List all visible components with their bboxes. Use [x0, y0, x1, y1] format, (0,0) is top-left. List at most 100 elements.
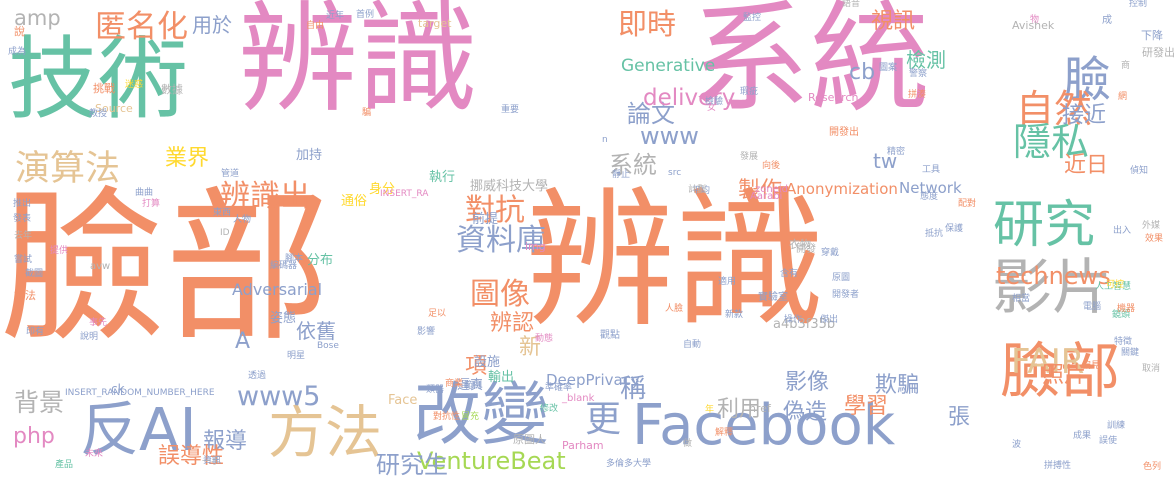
word-www-27: www — [640, 122, 699, 150]
word-cjk-175: 教授 — [89, 109, 108, 119]
word-bose-131: Bose — [317, 341, 339, 351]
word-cjk-120: 足以 — [428, 309, 447, 319]
word-cjk-36: 偽造 — [783, 400, 828, 425]
word-cjk-72: 設施 — [474, 355, 501, 370]
word-cjk-130: 明星 — [287, 351, 306, 361]
word-cjk-119: 人臉 — [665, 304, 684, 314]
word-parham-87: Parham — [562, 439, 604, 452]
word-cjk-185: 穿戴 — [821, 248, 840, 258]
word-cjk-184: 抵抗 — [925, 229, 944, 239]
word-cjk-123: 鏡頭 — [1112, 310, 1131, 320]
word-facebook-5: Facebook — [632, 393, 896, 458]
word-cjk-66: 姿態 — [270, 311, 297, 326]
word-cjk-197: 商 — [1121, 61, 1131, 71]
word-cjk-13: 自然 — [1016, 87, 1093, 131]
word-cjk-106: 監控 — [743, 13, 762, 23]
word-cjk-22: 辨識出 — [220, 179, 310, 214]
word-insert-random-number-here-91: INSERT_RANDOM_NUMBER_HERE — [65, 388, 215, 398]
word-delivery-33: delivery — [643, 85, 736, 111]
word-cjk-69: 通俗 — [341, 194, 368, 209]
word-cjk-70: 身分 — [369, 182, 396, 197]
word-cjk-99: 開發出 — [829, 127, 859, 138]
word-cjk-147: 計劃 — [688, 185, 707, 195]
word-cjk-78: 說 — [14, 25, 25, 38]
word-n-170: n — [602, 135, 608, 145]
word-cjk-108: 修改 — [540, 404, 559, 414]
word-cjk-174: 向後 — [762, 161, 781, 171]
word-cjk-152: 嘗試 — [14, 255, 33, 265]
word-cb-54: cb — [849, 60, 876, 85]
word-cjk-116: 人物 — [233, 215, 252, 225]
word-cjk-159: 編碼器 — [270, 261, 298, 271]
word-cjk-52: 用於 — [192, 13, 232, 37]
word-cjk-93: 原圖人 — [513, 433, 546, 446]
word-cjk-109: 年 — [705, 405, 715, 415]
word-cjk-68: 加持 — [296, 148, 323, 163]
word-cjk-113: 未來 — [85, 449, 104, 459]
word-www5-24: www5 — [237, 381, 321, 412]
word-cjk-104: 近年 — [326, 11, 345, 21]
word-technews-25: technews — [996, 262, 1111, 290]
word-cjk-118: 觀點 — [600, 330, 620, 341]
word-anonymization-63: Anonymization — [786, 180, 898, 198]
word-a-56: A — [235, 329, 251, 354]
word-cjk-165: 外媒 — [1142, 221, 1161, 231]
word-cjk-10: 影片 — [992, 253, 1112, 323]
word-venturebeat-41: VentureBeat — [417, 447, 566, 475]
word-cjk-128: 事先 — [89, 318, 108, 328]
word-cjk-107: 控制 — [1129, 0, 1148, 9]
word-cjk-188: 開發者 — [832, 290, 860, 300]
word-avishek-84: Avishek — [1012, 19, 1055, 32]
word-generative-59: Generative — [621, 56, 716, 76]
word-ai-9: 反AI — [80, 395, 197, 464]
word-href-88: href — [749, 402, 771, 415]
word-cjk-145: 工具 — [922, 165, 941, 175]
word-cjk-198: 物 — [1030, 15, 1040, 25]
word-deepprivacy-62: DeepPrivacy — [546, 371, 640, 389]
word-cjk-163: 重要 — [501, 105, 520, 115]
word-cjk-133: 商業 — [445, 379, 464, 389]
word-research-82: Research — [808, 91, 859, 104]
word-cjk-189: 新款 — [725, 310, 744, 320]
word-cjk-157: 打算 — [142, 199, 161, 209]
word-cjk-37: 欺騙 — [875, 373, 920, 398]
word-cjk-121: 影響 — [417, 327, 436, 337]
word-cjk-199: 網 — [1118, 92, 1128, 102]
word-cjk-181: 保護 — [945, 224, 964, 234]
word-cjk-146: 平均 — [692, 186, 711, 196]
word-cjk-203: 拼搏性 — [1044, 461, 1072, 471]
word-cjk-182: 出入 — [1113, 226, 1132, 236]
word-src-171: src — [668, 168, 682, 178]
word-cjk-58: 依舊 — [296, 319, 336, 343]
word-cjk-196: 自動 — [683, 340, 702, 350]
word-cjk-193: 波 — [1012, 440, 1022, 450]
word-cjk-77: 說法 — [14, 289, 36, 302]
word-cjk-136: 偏見 — [1082, 361, 1101, 371]
word-cjk-166: 效果 — [1145, 234, 1164, 244]
word-cjk-7: 改變 — [413, 376, 550, 455]
word-cjk-11: 研究 — [993, 196, 1096, 255]
word-cjk-28: 系統 — [609, 151, 657, 179]
word-zoneid-85: zoneid — [755, 184, 788, 195]
word-cjk-110: 一手 — [202, 457, 221, 467]
word-php-43: php — [13, 424, 55, 449]
word-cjk-47: 新 — [519, 335, 542, 360]
word-cjk-134: 準確率 — [545, 383, 573, 393]
word-cjk-103: 自由 — [306, 21, 325, 31]
word-cjk-45: 辨認 — [490, 311, 535, 336]
word-cjk-32: 製作 — [738, 178, 783, 203]
word-cjk-71: 前提 — [472, 212, 499, 227]
word-cjk-15: 更 — [585, 399, 622, 440]
word-source-81: Source — [95, 102, 133, 115]
word-cjk-30: 近日 — [1064, 153, 1109, 178]
word-cjk-191: 取消 — [1142, 364, 1161, 374]
word-cjk-186: 原圖 — [832, 273, 851, 283]
word-cjk-8: 方法 — [268, 400, 382, 466]
word-face-75: Face — [388, 393, 418, 408]
word-cjk-112: 資訊 — [203, 456, 222, 466]
word-cjk-65: 分布 — [307, 253, 334, 268]
word-cjk-161: 研究生 — [376, 451, 448, 479]
word-cjk-95: 人工智慧 — [1095, 282, 1132, 292]
word-cjk-35: 學習 — [844, 394, 889, 419]
